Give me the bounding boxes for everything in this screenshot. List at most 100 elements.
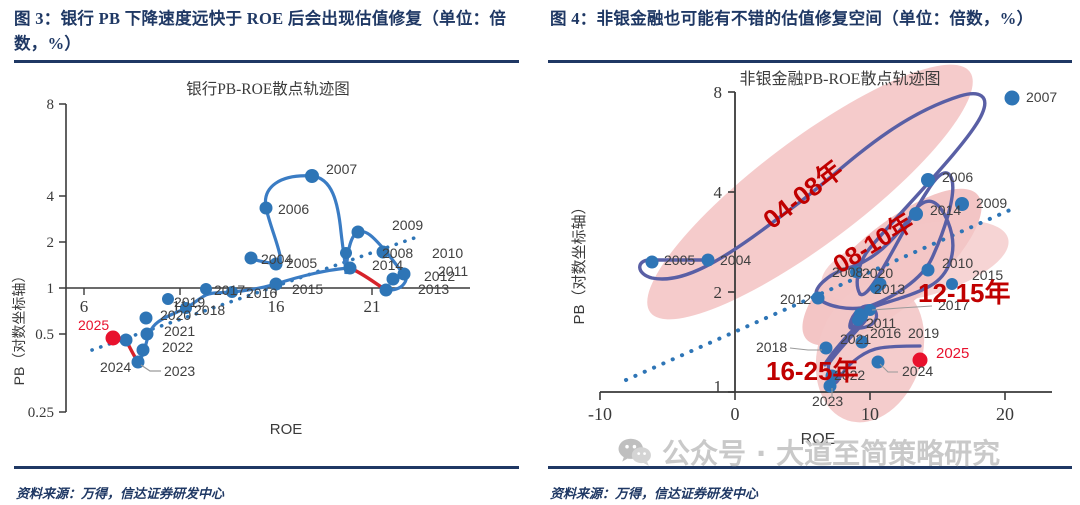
nonbank-point-2022[interactable] [825, 369, 839, 383]
nonbank-label-2010: 2010 [942, 255, 973, 271]
annotation-16-25: 16-25年 [766, 356, 859, 386]
nonbank-point-2025[interactable] [912, 352, 928, 368]
bank-x-tick-labels: 6 11 16 21 [80, 297, 381, 316]
nonbank-point-2020[interactable] [873, 277, 887, 291]
nonbank-xtick--10: -10 [588, 404, 612, 424]
nonbank-traj-08-10 [858, 171, 955, 308]
nonbank-ytick-4: 4 [714, 183, 723, 202]
bank-point-2025[interactable] [105, 330, 121, 346]
nonbank-point-2006[interactable] [921, 173, 935, 187]
bank-point-2009[interactable] [351, 225, 365, 239]
nonbank-y-tick-labels: 8 4 2 1 [714, 83, 723, 396]
nonbank-leader-2017 [871, 305, 933, 311]
nonbank-point-2008[interactable] [850, 266, 862, 278]
bank-point-2011[interactable] [397, 267, 411, 281]
bank-point-2017[interactable] [200, 283, 212, 295]
bank-point-2021[interactable] [140, 327, 154, 341]
nonbank-point-2010[interactable] [921, 263, 935, 277]
bank-label-2015: 2015 [292, 281, 323, 297]
bank-point-2016[interactable] [226, 286, 238, 298]
nonbank-point-2023[interactable] [823, 379, 837, 393]
figure-panel-left: 图 3：银行 PB 下降速度远快于 ROE 后会出现估值修复（单位：倍数，%） … [0, 0, 533, 505]
panel-left-source: 资料来源：万得，信达证券研发中心 [16, 486, 225, 501]
nonbank-label-2018: 2018 [756, 339, 787, 355]
bank-point-2012[interactable] [386, 272, 400, 286]
bank-label-2006: 2006 [278, 201, 309, 217]
bank-point-2013[interactable] [379, 283, 393, 297]
nonbank-label-2025: 2025 [936, 345, 969, 362]
bank-pb-roe-chart: 银行PB-ROE散点轨迹图 8 4 2 [0, 62, 533, 462]
nonbank-x-ticks [599, 392, 1006, 400]
nonbank-point-2007[interactable] [1004, 90, 1020, 106]
bank-chart-svg: 银行PB-ROE散点轨迹图 8 4 2 [11, 80, 470, 438]
nonbank-traj-22-25 [826, 318, 922, 385]
panel-left-top-rule [14, 60, 519, 63]
nonbank-data-markers [645, 90, 1020, 393]
nonbank-y-ticks [728, 91, 735, 393]
bank-point-2015[interactable] [269, 277, 283, 291]
bank-leader-2023 [140, 364, 161, 372]
nonbank-leader-2024 [879, 363, 898, 373]
nonbank-ytick-1: 1 [714, 377, 723, 396]
bank-xtick-6: 6 [80, 297, 89, 316]
nonbank-traj-04-08 [638, 92, 987, 296]
bank-point-2005[interactable] [269, 257, 283, 271]
panel-right-top-rule [548, 60, 1072, 63]
nonbank-y-axis-label: PB（对数坐标轴） [571, 199, 588, 324]
nonbank-label-2012: 2012 [780, 291, 811, 307]
nonbank-point-2015[interactable] [946, 278, 958, 290]
figure-3-title: 图 3：银行 PB 下降速度远快于 ROE 后会出现估值修复（单位：倍数，%） [14, 9, 507, 53]
bank-label-2020: 2020 [160, 307, 191, 323]
nonbank-chart-title: 非银金融PB-ROE散点轨迹图 [740, 70, 941, 88]
bank-point-2010[interactable] [376, 245, 390, 259]
nonbank-label-2021: 2021 [840, 331, 871, 347]
bank-point-2014[interactable] [343, 261, 357, 275]
nonbank-label-2023: 2023 [812, 393, 843, 409]
bank-ytick-8: 8 [47, 97, 55, 113]
nonbank-label-2005: 2005 [664, 252, 695, 268]
bank-ytick-2: 2 [47, 235, 55, 251]
nonbank-label-2011: 2011 [866, 315, 896, 331]
nonbank-point-2009[interactable] [955, 197, 969, 211]
nonbank-point-2019[interactable] [855, 335, 869, 349]
nonbank-label-2014: 2014 [930, 202, 961, 218]
nonbank-label-2007: 2007 [1026, 89, 1057, 105]
bank-y-axis-label: PB（对数坐标轴） [11, 269, 27, 386]
bank-point-2020[interactable] [139, 311, 153, 325]
bank-point-labels: 2004 2005 2006 2007 2008 2009 2010 2011 … [78, 161, 468, 379]
nonbank-point-2005[interactable] [645, 255, 659, 269]
bank-point-2007[interactable] [305, 169, 319, 183]
bank-ytick-0.5: 0.5 [35, 327, 54, 343]
bank-data-markers [119, 169, 411, 369]
nonbank-point-2017[interactable] [864, 304, 876, 316]
nonbank-point-2014[interactable] [909, 207, 923, 221]
bank-label-2013: 2013 [418, 281, 449, 297]
nonbank-label-2019: 2019 [908, 325, 939, 341]
nonbank-point-2012[interactable] [811, 291, 825, 305]
bank-ytick-0.25: 0.25 [28, 405, 54, 421]
nonbank-x-axis-label: ROE [801, 431, 836, 448]
bank-ytick-1: 1 [47, 281, 55, 297]
bank-label-2010: 2010 [432, 245, 463, 261]
bank-label-2012: 2012 [424, 268, 455, 284]
bank-label-2017: 2017 [214, 282, 245, 298]
nonbank-point-2018[interactable] [819, 341, 833, 355]
bank-label-2019: 2019 [174, 294, 205, 310]
bank-label-2016: 2016 [246, 285, 277, 301]
bank-point-2004[interactable] [244, 251, 258, 265]
nonbank-label-2024: 2024 [902, 363, 933, 379]
nonbank-label-2006: 2006 [942, 169, 973, 185]
nonbank-point-2004[interactable] [701, 253, 715, 267]
nonbank-xtick-0: 0 [731, 404, 740, 424]
bank-point-2024[interactable] [119, 333, 133, 347]
nonbank-point-2021[interactable] [852, 314, 864, 326]
bank-label-2023: 2023 [164, 363, 195, 379]
bank-point-2008[interactable] [340, 247, 352, 259]
bank-point-2022[interactable] [136, 343, 150, 357]
bank-label-2008: 2008 [382, 245, 413, 261]
bank-point-2019[interactable] [162, 293, 174, 305]
bank-point-2006[interactable] [259, 201, 273, 215]
bank-x-ticks [83, 288, 373, 295]
bank-point-2018[interactable] [180, 302, 192, 314]
